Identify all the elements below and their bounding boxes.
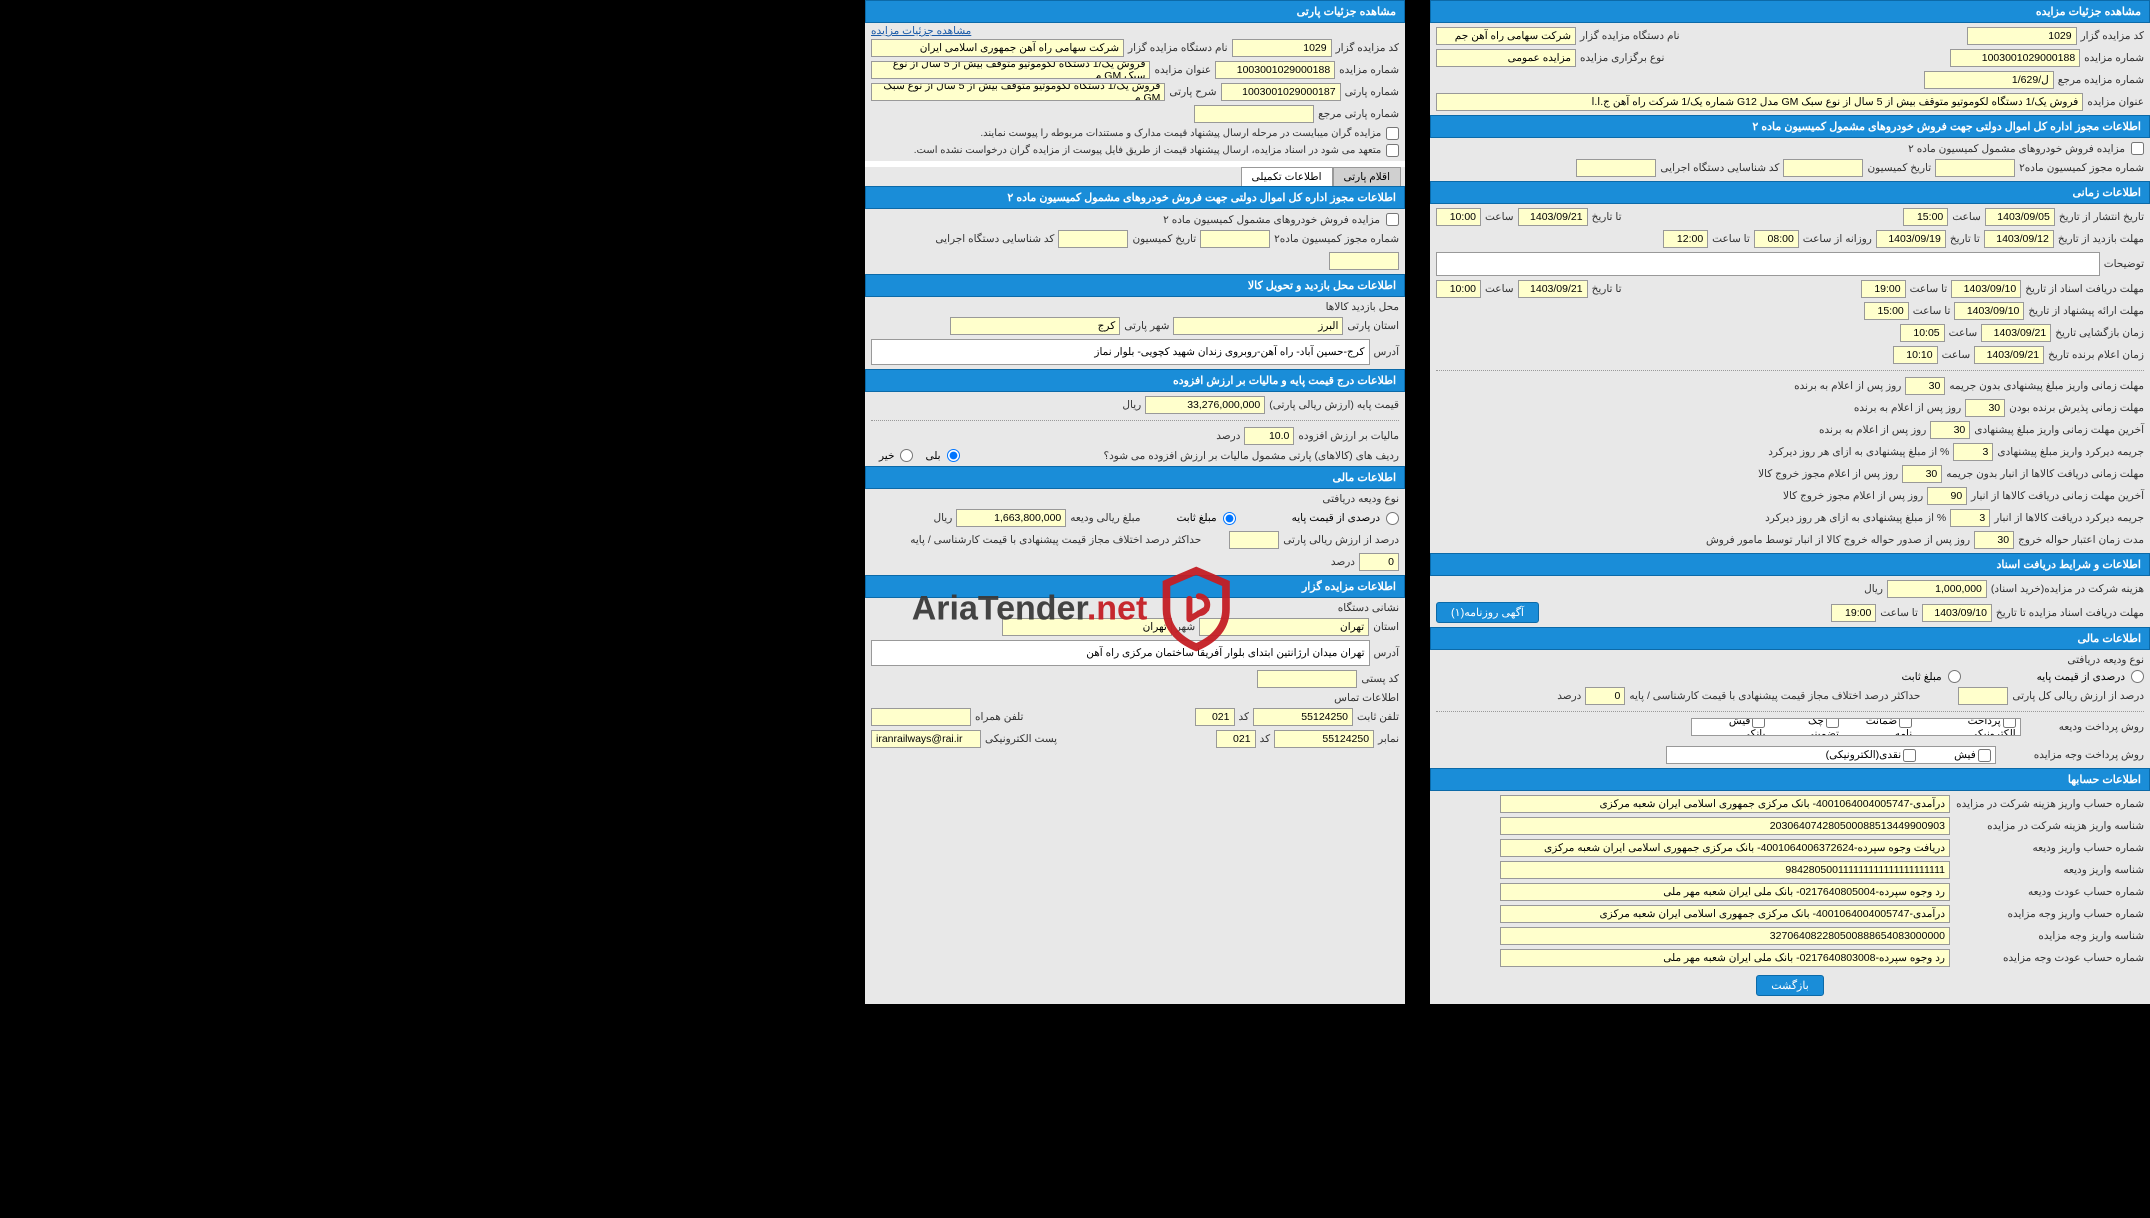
sec-financial-header-left: اطلاعات مالی (865, 466, 1405, 489)
chk-note2[interactable] (1386, 144, 1399, 157)
fld-auction-no: 1003001029000188 (1950, 49, 2080, 67)
fld-org-name: شرکت سهامی راه آهن جم (1436, 27, 1576, 45)
chk-cash-electronic[interactable] (1903, 749, 1916, 762)
sec-auction-details-header: مشاهده جزئیات مزایده (1430, 0, 2150, 23)
sec-visit-location-header: اطلاعات محل بازدید و تحویل کالا (865, 274, 1405, 297)
sec-accounts-header: اطلاعات حسابها (1430, 768, 2150, 791)
lbl-commission-date: تاریخ کمیسیون (1867, 162, 1931, 174)
chk-commission[interactable] (2131, 142, 2144, 155)
lbl-winner-announce: زمان اعلام برنده تاریخ (2048, 349, 2144, 361)
fld-ref-no: ل/1/629 (1924, 71, 2054, 89)
sec-doc-terms-header: اطلاعات و شرایط دریافت اسناد (1430, 553, 2150, 576)
lbl-visit-from: مهلت بازدید از تاریخ (2058, 233, 2144, 245)
lbl-publish-from: تاریخ انتشار از تاریخ (2059, 211, 2144, 223)
chk-check[interactable] (1826, 718, 1839, 728)
lbl-commission: مزایده فروش خودروهای مشمول کمیسیون ماده … (1908, 143, 2125, 155)
newspaper-ad-button[interactable]: آگهی روزنامه(۱) (1436, 602, 1539, 623)
lbl-auction-no: شماره مزایده (2084, 52, 2144, 64)
lbl-exec-id: کد شناسایی دستگاه اجرایی (1660, 162, 1779, 174)
radio-fixed-amount-left[interactable] (1223, 512, 1236, 525)
sec-price-vat-header: اطلاعات درج قیمت پایه و مالیات بر ارزش ا… (865, 369, 1405, 392)
fld-exec-id (1576, 159, 1656, 177)
fld-title: فروش یک/1 دستگاه لکوموتیو متوقف بیش از 5… (1436, 93, 2083, 111)
chk-slip[interactable] (1978, 749, 1991, 762)
sec-commission-header-left: اطلاعات مجوز اداره کل اموال دولتی جهت فر… (865, 186, 1405, 209)
lbl-doc-deadline: مهلت دریافت اسناد از تاریخ (2025, 283, 2144, 295)
fld-auction-type: مزایده عمومی (1436, 49, 1576, 67)
fld-publish-from: 1403/09/05 (1985, 208, 2055, 226)
radio-percent-base[interactable] (2131, 670, 2144, 683)
lbl-ref-no: شماره مزایده مرجع (2058, 74, 2144, 86)
back-button[interactable]: بازگشت (1756, 975, 1824, 996)
left-panel: مشاهده جزئیات پارتی مشاهده جزئیات مزایده… (865, 0, 1405, 1004)
chk-note1[interactable] (1386, 127, 1399, 140)
radio-vat-yes[interactable] (947, 449, 960, 462)
fld-code: 1029 (1967, 27, 2077, 45)
sec-auctioneer-info-header: اطلاعات مزایده گزار (865, 575, 1405, 598)
sec-time-header: اطلاعات زمانی (1430, 181, 2150, 204)
sec-commission-header: اطلاعات مجوز اداره کل اموال دولتی جهت فر… (1430, 115, 2150, 138)
sec-party-details-header: مشاهده جزئیات پارتی (865, 0, 1405, 23)
lbl-title: عنوان مزایده (2087, 96, 2144, 108)
chk-guarantee[interactable] (1899, 718, 1912, 728)
lbl-auction-type: نوع برگزاری مزایده (1580, 52, 1664, 64)
fld-permit-no (1935, 159, 2015, 177)
fld-commission-date (1783, 159, 1863, 177)
lbl-proposal-deadline: مهلت ارائه پیشنهاد از تاریخ (2028, 305, 2144, 317)
chk-epay[interactable] (2003, 718, 2016, 728)
chk-commission-left[interactable] (1386, 213, 1399, 226)
lbl-code: کد مزایده گزار (2081, 30, 2144, 42)
lbl-permit-no: شماره مجوز کمیسیون ماده۲ (2019, 162, 2144, 174)
link-auction-details[interactable]: مشاهده جزئیات مزایده (871, 25, 971, 37)
radio-percent-base-left[interactable] (1386, 512, 1399, 525)
radio-fixed-amount[interactable] (1948, 670, 1961, 683)
tab-party-items[interactable]: اقلام پارتی (1333, 167, 1402, 186)
lbl-org-name: نام دستگاه مزایده گزار (1580, 30, 1680, 42)
lbl-tozihat: توضیحات (2104, 258, 2144, 270)
radio-vat-no[interactable] (900, 449, 913, 462)
chk-bank-slip[interactable] (1752, 718, 1765, 728)
tab-additional-info[interactable]: اطلاعات تکمیلی (1241, 167, 1333, 186)
right-panel: مشاهده جزئیات مزایده کد مزایده گزار 1029… (1430, 0, 2150, 1004)
lbl-opening: زمان بازگشایی تاریخ (2055, 327, 2144, 339)
sec-financial-header: اطلاعات مالی (1430, 627, 2150, 650)
fld-tozihat (1436, 252, 2100, 276)
